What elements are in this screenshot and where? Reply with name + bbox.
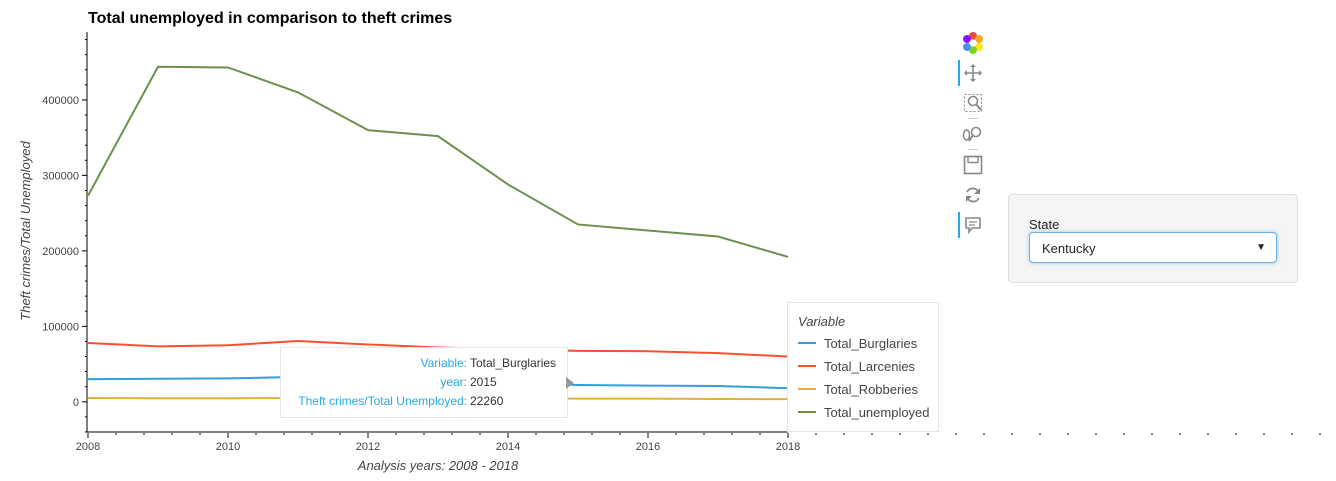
legend-swatch [798,388,816,390]
pan-tool-button[interactable] [958,58,988,88]
y-axis-title: Theft crimes/Total Unemployed [18,141,33,321]
wheel-zoom-tool-button[interactable] [958,119,988,149]
y-tick-label: 300000 [42,170,79,182]
hover-tool-button[interactable] [958,210,988,240]
reset-tool-button[interactable] [958,180,988,210]
tooltip-pointer-icon [566,377,574,389]
x-tick-label: 2008 [76,441,100,453]
state-select-label: State [1029,217,1060,232]
bokeh-logo-icon[interactable] [958,28,988,58]
legend-label: Total_Burglaries [824,335,918,351]
tooltip-label: Theft crimes/Total Unemployed: [298,394,467,408]
tooltip-row-variable: Variable: Total_Burglaries [281,356,567,374]
legend-item-burglaries[interactable]: Total_Burglaries [798,333,917,353]
tooltip-value: Total_Burglaries [470,356,557,370]
y-tick-label: 0 [73,397,79,409]
x-tick-label: 2018 [776,441,800,453]
y-tick-label: 400000 [42,95,79,107]
hover-tooltip: Variable: Total_Burglaries year: 2015 Th… [280,347,568,418]
reset-icon [966,187,980,203]
toolbar-divider [968,149,978,150]
save-icon [963,155,983,175]
x-tick-label: 2010 [216,441,240,453]
legend-item-unemployed[interactable]: Total_unemployed [798,402,930,422]
tooltip-value: 22260 [470,394,504,408]
legend-label: Total_unemployed [824,404,930,420]
chart-title: Total unemployed in comparison to theft … [88,10,452,27]
save-tool-button[interactable] [958,150,988,180]
legend-label: Total_Robberies [824,381,918,397]
legend-swatch [798,365,816,367]
tooltip-label: year: [440,375,467,389]
tooltip-row-value: Theft crimes/Total Unemployed: 22260 [281,394,567,412]
x-tick-label: 2012 [356,441,380,453]
tooltip-label: Variable: [420,356,467,370]
legend-item-robberies[interactable]: Total_Robberies [798,379,918,399]
state-widget-panel: State Kentucky ▼ [1008,194,1298,283]
legend-swatch [798,411,816,413]
hover-icon [965,217,981,235]
box-zoom-icon [964,94,982,112]
plot-toolbar [958,28,988,240]
box-zoom-tool-button[interactable] [958,88,988,118]
series-line-total-unemployed[interactable] [88,65,788,258]
y-tick-label: 200000 [42,246,79,258]
chevron-down-icon: ▼ [1256,242,1266,253]
toolbar-divider [968,118,978,119]
x-tick-label: 2016 [636,441,660,453]
tooltip-value: 2015 [470,375,497,389]
y-tick-label: 100000 [42,321,79,333]
legend-swatch [798,342,816,344]
state-select-value: Kentucky [1042,241,1096,256]
legend-label: Total_Larcenies [824,358,916,374]
wheel-zoom-icon [962,126,982,142]
legend-title: Variable [798,314,846,329]
pan-icon [964,64,982,82]
legend: Variable Total_Burglaries Total_Larcenie… [787,302,939,432]
tooltip-row-year: year: 2015 [281,375,567,393]
legend-item-larcenies[interactable]: Total_Larcenies [798,356,915,376]
x-axis-title: Analysis years: 2008 - 2018 [357,458,519,473]
x-tick-label: 2014 [496,441,520,453]
state-select[interactable]: Kentucky ▼ [1029,232,1277,263]
